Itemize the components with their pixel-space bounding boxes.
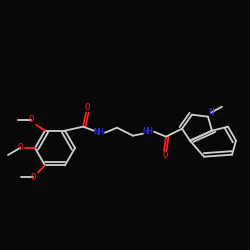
Text: O: O (162, 151, 168, 160)
Text: O: O (84, 103, 90, 112)
Text: N: N (208, 108, 214, 117)
Text: O: O (30, 173, 36, 182)
Text: O: O (28, 115, 34, 124)
Text: O: O (17, 144, 23, 152)
Text: NH: NH (94, 128, 104, 137)
Text: NH: NH (142, 127, 154, 136)
